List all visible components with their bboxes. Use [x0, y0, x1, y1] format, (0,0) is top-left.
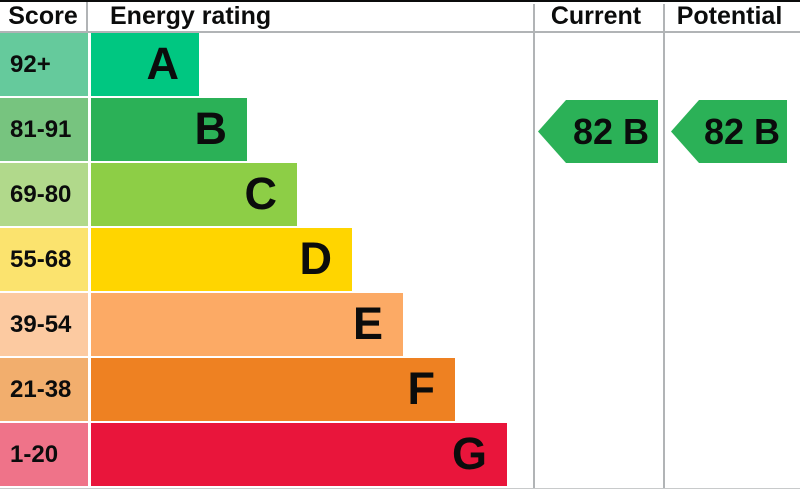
band-letter: B [194, 103, 228, 154]
potential-column-divider [663, 4, 665, 488]
band-score-range: 92+ [0, 33, 88, 96]
band-row-g: 1-20 G [0, 423, 533, 486]
band-bar: F [91, 358, 455, 421]
current-column-divider [533, 4, 535, 488]
band-row-c: 69-80 C [0, 163, 533, 226]
band-score-range: 69-80 [0, 163, 88, 226]
band-row-f: 21-38 F [0, 358, 533, 421]
band-row-b: 81-91 B [0, 98, 533, 161]
band-letter: G [451, 428, 487, 479]
band-bar: C [91, 163, 297, 226]
band-bar: B [91, 98, 247, 161]
band-rows: 92+ A 81-91 B 69-80 C 55-68 D 39-54 E 21… [0, 33, 533, 486]
band-score-range: 1-20 [0, 423, 88, 486]
current-column-header: Current [550, 2, 642, 30]
energy-rating-column-header: Energy rating [110, 2, 272, 30]
current-rating-arrow: 82 B [538, 100, 658, 163]
band-row-a: 92+ A [0, 33, 533, 96]
potential-column-header: Potential [676, 2, 783, 30]
band-letter: A [146, 38, 180, 89]
band-row-d: 55-68 D [0, 228, 533, 291]
score-column-header: Score [0, 2, 88, 31]
chart-header: Score Energy rating Current Potential [0, 2, 800, 33]
band-bar: D [91, 228, 352, 291]
potential-rating-arrow: 82 B [671, 100, 787, 163]
band-letter: D [299, 233, 333, 284]
band-letter: F [407, 363, 436, 414]
band-score-range: 81-91 [0, 98, 88, 161]
band-letter: E [352, 298, 383, 349]
band-score-range: 55-68 [0, 228, 88, 291]
band-score-range: 39-54 [0, 293, 88, 356]
band-letter: C [244, 168, 278, 219]
band-bar: E [91, 293, 403, 356]
band-row-e: 39-54 E [0, 293, 533, 356]
band-bar: G [91, 423, 507, 486]
band-bar: A [91, 33, 199, 96]
band-score-range: 21-38 [0, 358, 88, 421]
